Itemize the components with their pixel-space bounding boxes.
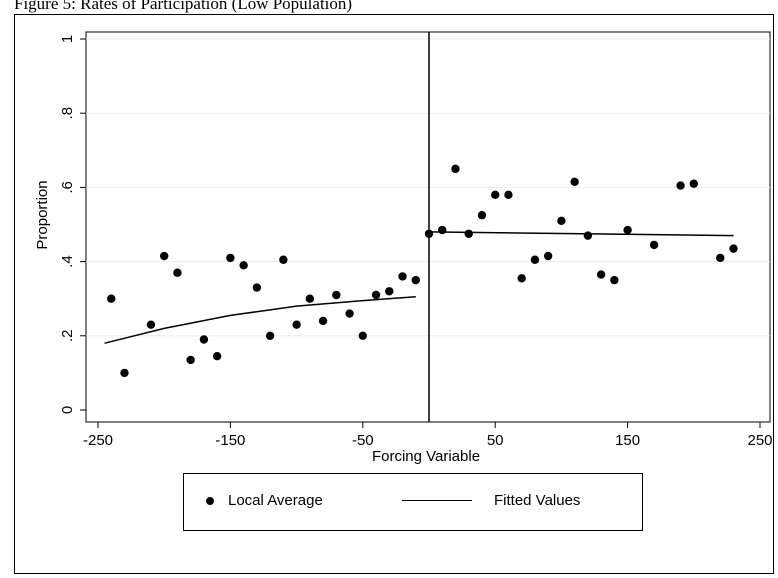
- y-tick-label: 0: [59, 406, 76, 414]
- data-point: [424, 229, 434, 238]
- data-point: [729, 244, 738, 253]
- data-point: [477, 211, 487, 220]
- data-point: [279, 255, 288, 264]
- data-point: [570, 177, 579, 187]
- data-point: [676, 181, 685, 190]
- data-point: [120, 368, 129, 378]
- data-point: [345, 309, 354, 318]
- data-point: [371, 290, 381, 300]
- data-point: [610, 275, 619, 285]
- data-point: [451, 164, 460, 174]
- legend-marker-line: [402, 499, 472, 502]
- data-point: [491, 190, 500, 200]
- figure-frame: [14, 14, 774, 574]
- data-point: [649, 240, 659, 250]
- data-point: [689, 179, 698, 188]
- data-point: [173, 268, 182, 277]
- data-point: [265, 331, 275, 340]
- data-point: [530, 255, 540, 264]
- data-point: [212, 352, 222, 361]
- legend-item-fitted-values: Fitted Values: [402, 492, 580, 509]
- legend-label-local-average: Local Average: [228, 492, 323, 509]
- fitted-line-segment: [104, 296, 416, 344]
- data-point: [398, 272, 407, 281]
- data-point: [107, 294, 116, 303]
- y-tick-label: .4: [59, 255, 76, 268]
- data-point: [160, 251, 169, 261]
- x-tick-label: -250: [83, 432, 113, 449]
- data-point: [199, 335, 209, 344]
- y-axis-title: Proportion: [34, 180, 51, 249]
- legend: Local Average Fitted Values: [183, 473, 643, 531]
- data-point: [517, 274, 526, 283]
- data-point: [623, 225, 632, 235]
- data-point: [252, 283, 262, 292]
- data-point: [305, 294, 315, 303]
- x-tick-label: -150: [215, 432, 245, 449]
- data-point: [596, 270, 606, 279]
- data-point: [557, 216, 566, 225]
- y-tick-label: 1: [59, 35, 76, 43]
- x-axis-title: Forcing Variable: [372, 448, 480, 465]
- data-point: [464, 229, 473, 238]
- figure-caption: Figure 5: Rates of Participation (Low Po…: [14, 0, 353, 13]
- legend-item-local-average: Local Average: [206, 492, 323, 509]
- data-point: [332, 290, 341, 300]
- data-point: [226, 253, 235, 263]
- data-point: [318, 316, 328, 326]
- x-tick-label: 50: [487, 432, 504, 449]
- plot-area: [85, 31, 771, 423]
- data-point: [716, 253, 725, 263]
- data-point: [583, 231, 593, 240]
- x-tick-label: -50: [352, 432, 374, 449]
- y-tick-label: .6: [59, 181, 76, 194]
- x-tick-label: 250: [747, 432, 772, 449]
- data-point: [186, 355, 195, 365]
- y-tick-label: .8: [59, 107, 76, 120]
- data-point: [543, 251, 553, 261]
- data-point: [358, 331, 367, 340]
- legend-label-fitted-values: Fitted Values: [494, 492, 581, 509]
- fitted-line-segment: [428, 231, 734, 237]
- y-tick-label: .2: [59, 330, 76, 343]
- legend-marker-dot: [206, 496, 214, 505]
- data-point: [411, 275, 420, 285]
- data-point: [146, 320, 156, 329]
- data-point: [292, 320, 301, 329]
- data-point: [385, 287, 394, 296]
- data-point: [438, 225, 447, 235]
- data-point: [239, 261, 248, 270]
- x-tick-label: 150: [615, 432, 640, 449]
- data-point: [504, 190, 513, 200]
